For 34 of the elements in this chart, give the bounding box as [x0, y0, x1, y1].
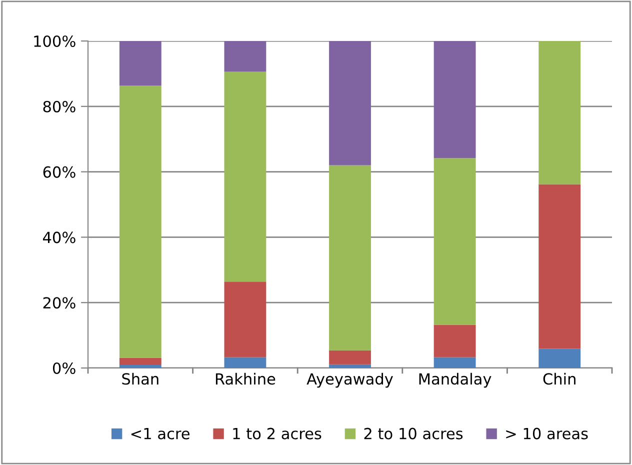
bar — [538, 348, 581, 368]
legend-label: <1 acre — [131, 428, 190, 440]
x-tick-label: Shan — [122, 372, 158, 385]
bar — [434, 158, 476, 325]
bar — [329, 165, 371, 350]
y-tick-label: 80% — [43, 100, 76, 112]
bar — [119, 41, 162, 86]
x-tick-label: Chin — [543, 372, 576, 385]
bar — [434, 41, 476, 158]
x-tick-label: Rakhine — [216, 372, 276, 385]
bar — [119, 358, 162, 366]
x-tick-label: Ayeyawady — [306, 372, 393, 388]
legend-label: 1 to 2 acres — [233, 428, 322, 440]
bar — [224, 72, 266, 282]
bar — [329, 41, 371, 166]
bar — [119, 365, 162, 368]
legend-label: 2 to 10 acres — [364, 428, 463, 440]
bar — [119, 85, 162, 358]
bar — [434, 324, 476, 358]
bar — [224, 41, 266, 72]
y-tick-label: 0% — [52, 362, 76, 374]
bar — [224, 357, 266, 368]
y-tick-label: 20% — [43, 297, 76, 309]
bar — [434, 357, 476, 368]
bar — [329, 350, 371, 364]
bar — [329, 364, 371, 368]
y-tick-label: 100% — [34, 35, 76, 48]
legend-label: > 10 areas — [506, 428, 588, 440]
x-tick-label: Mandalay — [419, 372, 492, 388]
bar — [538, 41, 581, 184]
bar — [224, 282, 266, 358]
y-tick-label: 40% — [42, 232, 76, 244]
bar — [538, 184, 581, 349]
y-tick-label: 60% — [43, 166, 76, 178]
